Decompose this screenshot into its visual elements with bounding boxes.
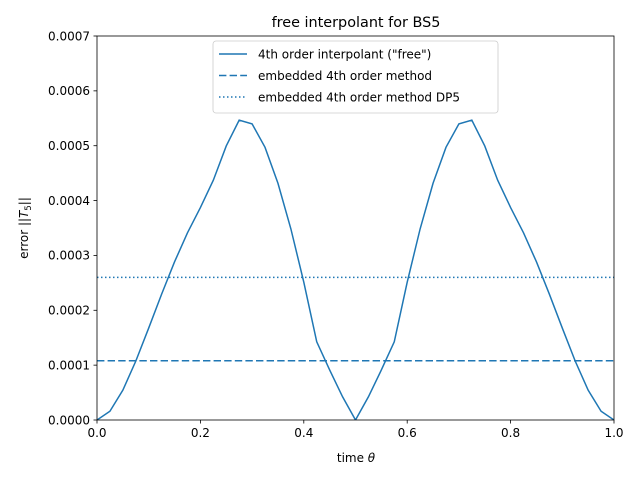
- x-tick-label: 0.4: [294, 426, 313, 440]
- legend-box: [212, 40, 499, 114]
- x-tick-label: 0.8: [501, 426, 520, 440]
- x-tick-label: 0.6: [398, 426, 417, 440]
- plot-area: 0.0 0.2 0.4 0.6 0.8 1.0 0.0000 0.0001 0.0002 0.00…: [48, 29, 624, 440]
- x-tick-label: 0.2: [191, 426, 210, 440]
- y-tick-label: 0.0005: [48, 139, 90, 153]
- y-tick-label: 0.0002: [48, 304, 90, 318]
- x-axis-label: time θ: [337, 451, 376, 465]
- axes-frame: [96, 35, 615, 421]
- y-tick-label: 0.0004: [48, 194, 90, 208]
- legend-label-1: 4th order interpolant ("free"): [258, 47, 431, 61]
- legend: 4th order interpolant ("free") embedded 4…: [212, 40, 499, 114]
- series-line-1: [97, 119, 614, 420]
- x-tick-label: 1.0: [604, 426, 623, 440]
- legend-label-2: embedded 4th order method: [258, 69, 432, 83]
- x-tick-label: 0.0: [87, 426, 106, 440]
- y-axis-label: error ||T5||: [17, 197, 34, 259]
- y-tick-label: 0.0000: [48, 413, 90, 427]
- chart-title: free interpolant for BS5: [272, 15, 441, 31]
- y-tick-label: 0.0001: [48, 358, 90, 372]
- y-tick-label: 0.0006: [48, 84, 90, 98]
- y-tick-label: 0.0003: [48, 249, 90, 263]
- legend-label-3: embedded 4th order method DP5: [258, 90, 460, 104]
- y-tick-label: 0.0007: [48, 29, 90, 43]
